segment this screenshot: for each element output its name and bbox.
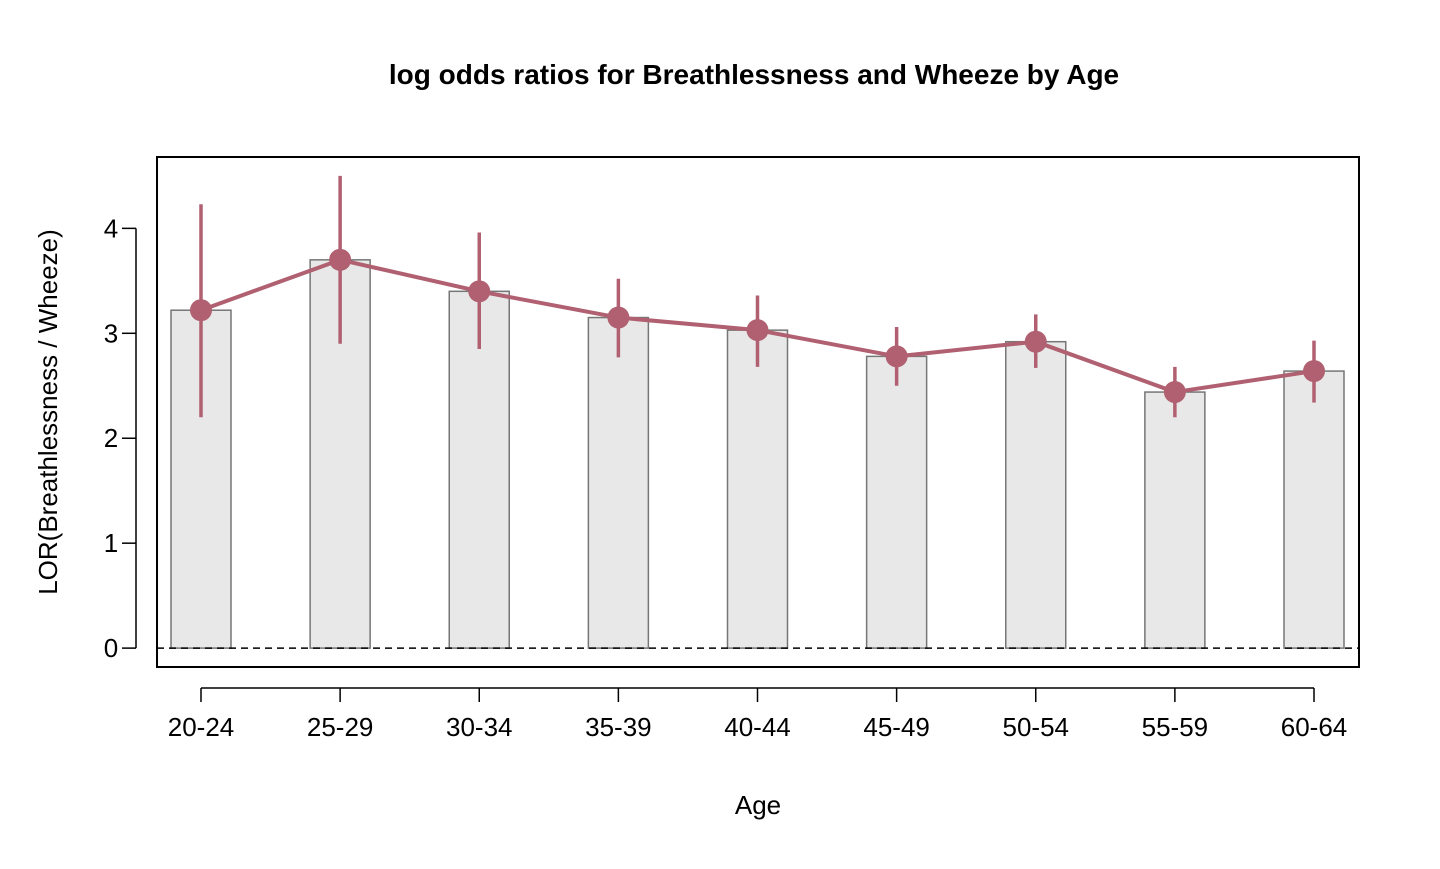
y-axis: 0 1 2 3 4: [104, 213, 137, 663]
bar-50-54: [1005, 340, 1067, 649]
point-20-24: [190, 299, 212, 322]
x-tick-label-50-54: 50-54: [1003, 712, 1070, 742]
x-tick-label-60-64: 60-64: [1281, 712, 1348, 742]
y-axis-label: LOR(Breathlessness / Wheeze): [33, 229, 63, 595]
y-tick-label-1: 1: [104, 528, 118, 558]
y-tick-label-3: 3: [104, 318, 118, 348]
bar-40-44: [726, 329, 789, 649]
bar-55-59: [1144, 391, 1206, 649]
bars-layer: [170, 259, 1345, 649]
x-axis: 20-24 25-29 30-34 35-39 40-44 45-49 50-54 55-59…: [168, 687, 1348, 742]
point-55-59: [1163, 381, 1186, 404]
x-tick-label-40-44: 40-44: [724, 712, 791, 742]
point-35-39: [607, 306, 630, 329]
y-tick-label-0: 0: [104, 633, 118, 663]
y-tick-label-2: 2: [104, 423, 118, 453]
point-50-54: [1024, 330, 1047, 353]
bar-45-49: [865, 355, 928, 649]
y-tick-label-4: 4: [104, 213, 118, 243]
x-axis-label: Age: [735, 790, 781, 820]
chart-title: log odds ratios for Breathlessness and W…: [389, 59, 1119, 90]
x-tick-label-25-29: 25-29: [307, 712, 374, 742]
plot-frame: [156, 156, 1360, 668]
bar-35-39: [587, 316, 650, 649]
point-60-64: [1303, 360, 1325, 383]
x-tick-label-35-39: 35-39: [585, 712, 652, 742]
points-layer: [190, 248, 1325, 404]
x-tick-label-20-24: 20-24: [168, 712, 235, 742]
point-30-34: [468, 280, 491, 303]
point-45-49: [885, 345, 908, 368]
x-tick-label-55-59: 55-59: [1142, 712, 1209, 742]
bar-60-64: [1283, 370, 1345, 649]
point-25-29: [329, 248, 352, 271]
x-tick-label-30-34: 30-34: [446, 712, 513, 742]
point-40-44: [746, 319, 769, 342]
x-tick-label-45-49: 45-49: [863, 712, 930, 742]
